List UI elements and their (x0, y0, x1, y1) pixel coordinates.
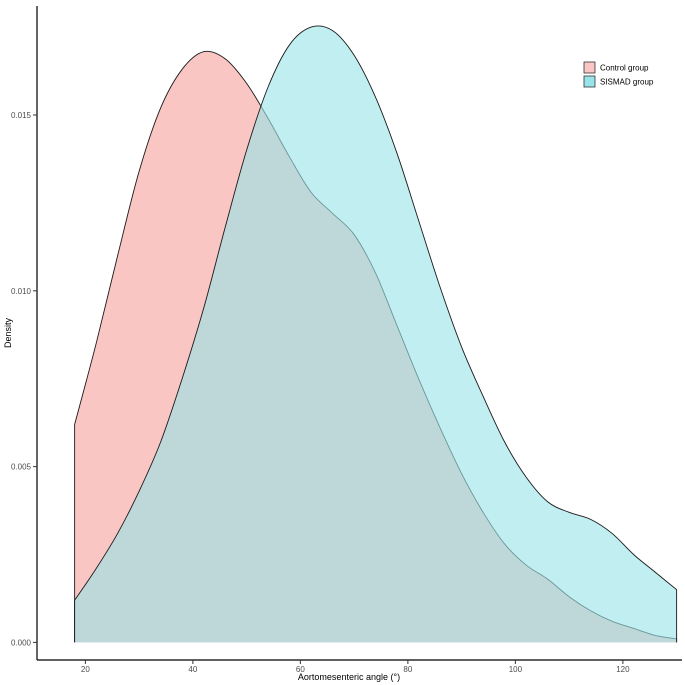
x-tick-label: 80 (403, 665, 412, 674)
legend-label-sismad-group: SISMAD group (600, 78, 654, 87)
x-tick-label: 20 (81, 665, 90, 674)
plot-area (74, 25, 678, 643)
x-tick-label: 60 (296, 665, 305, 674)
legend-key-sismad-group (583, 75, 596, 88)
x-axis-title: Aortomesenteric angle (°) (298, 672, 400, 682)
x-tick-label: 120 (616, 665, 630, 674)
legend-label-control-group: Control group (600, 64, 649, 73)
legend-key-control-group (583, 61, 596, 74)
y-tick-label: 0.005 (11, 463, 32, 472)
legend: Control group SISMAD group (583, 61, 654, 88)
y-tick-label: 0.015 (11, 111, 32, 120)
density-area-sismad-group (74, 25, 677, 643)
density-curve-sismad-group (74, 25, 678, 643)
y-axis-title: Density (3, 317, 13, 348)
x-tick-label: 100 (509, 665, 523, 674)
x-axis-ticks: 20 40 60 80 100 120 (81, 660, 630, 674)
y-tick-label: 0.010 (11, 287, 32, 296)
y-tick-label: 0.000 (11, 638, 32, 647)
y-axis-ticks: 0.000 0.005 0.010 0.015 (11, 111, 37, 647)
x-tick-label: 40 (188, 665, 197, 674)
